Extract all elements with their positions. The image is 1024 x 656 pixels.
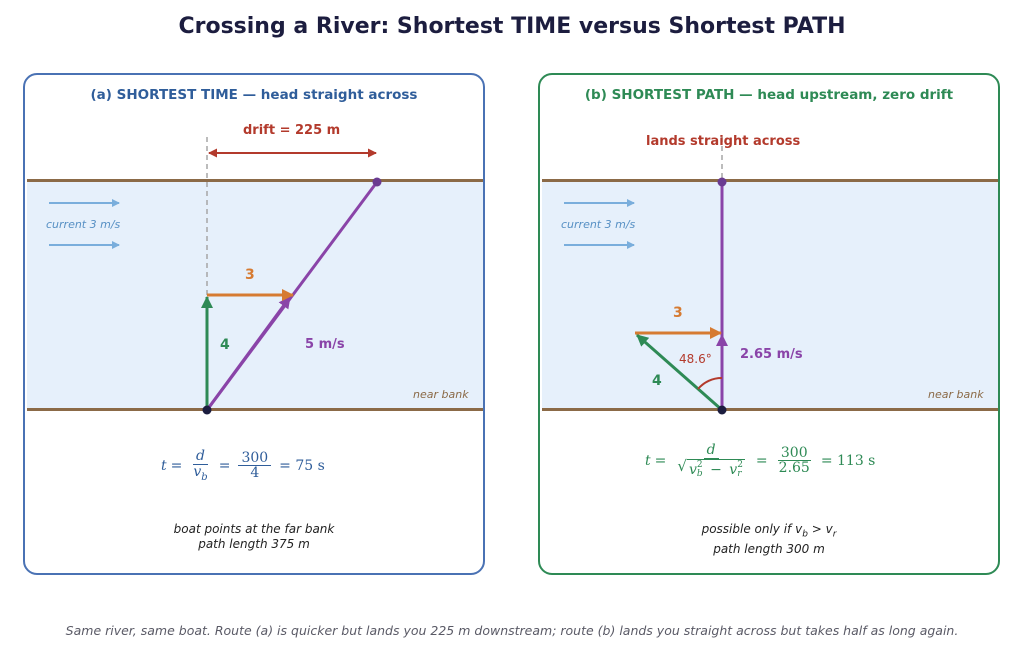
panel-a-diagram <box>49 137 382 415</box>
time-formula: t = d vb = 300 4 = 75 s <box>161 448 325 483</box>
angle-arc <box>697 376 723 390</box>
near-bank <box>27 408 483 411</box>
panel-b-title: (b) SHORTEST PATH — head upstream, zero … <box>584 87 954 103</box>
near-bank-label: near bank <box>928 388 984 401</box>
lands-straight-label: lands straight across <box>646 134 801 149</box>
start-point <box>717 405 727 415</box>
boat-velocity-arrow <box>636 333 723 412</box>
current-label: current 3 m/s <box>561 218 636 231</box>
panel-b-diagram <box>564 137 728 415</box>
current-vector-label: 3 <box>673 305 683 321</box>
drift-label: drift = 225 m <box>243 123 341 138</box>
river-water <box>542 180 998 409</box>
start-point <box>202 405 212 415</box>
angle-label: 48.6° <box>679 352 712 366</box>
current-vector-label: 3 <box>245 267 255 283</box>
panel-a-note: boat points at the far bank path length … <box>173 522 335 551</box>
resultant-label: 5 m/s <box>305 337 345 352</box>
far-bank <box>542 179 998 182</box>
landing-point <box>717 177 727 187</box>
current-label: current 3 m/s <box>46 218 121 231</box>
landing-point <box>372 177 382 187</box>
panel-b-note: possible only if vb > vr path length 300… <box>701 522 837 557</box>
panel-shortest-path: (b) SHORTEST PATH — head upstream, zero … <box>538 73 1000 575</box>
footer-caption: Same river, same boat. Route (a) is quic… <box>65 623 959 638</box>
boat-vector-label: 4 <box>220 337 230 353</box>
panel-a-title: (a) SHORTEST TIME — head straight across <box>90 87 418 103</box>
near-bank <box>542 408 998 411</box>
resultant-label: 2.65 m/s <box>740 347 803 362</box>
far-bank <box>27 179 483 182</box>
panel-shortest-time: (a) SHORTEST TIME — head straight across <box>23 73 485 575</box>
resultant-velocity-arrow <box>205 296 292 411</box>
boat-vector-label: 4 <box>652 373 662 389</box>
page-title: Crossing a River: Shortest TIME versus S… <box>178 14 846 39</box>
near-bank-label: near bank <box>413 388 469 401</box>
